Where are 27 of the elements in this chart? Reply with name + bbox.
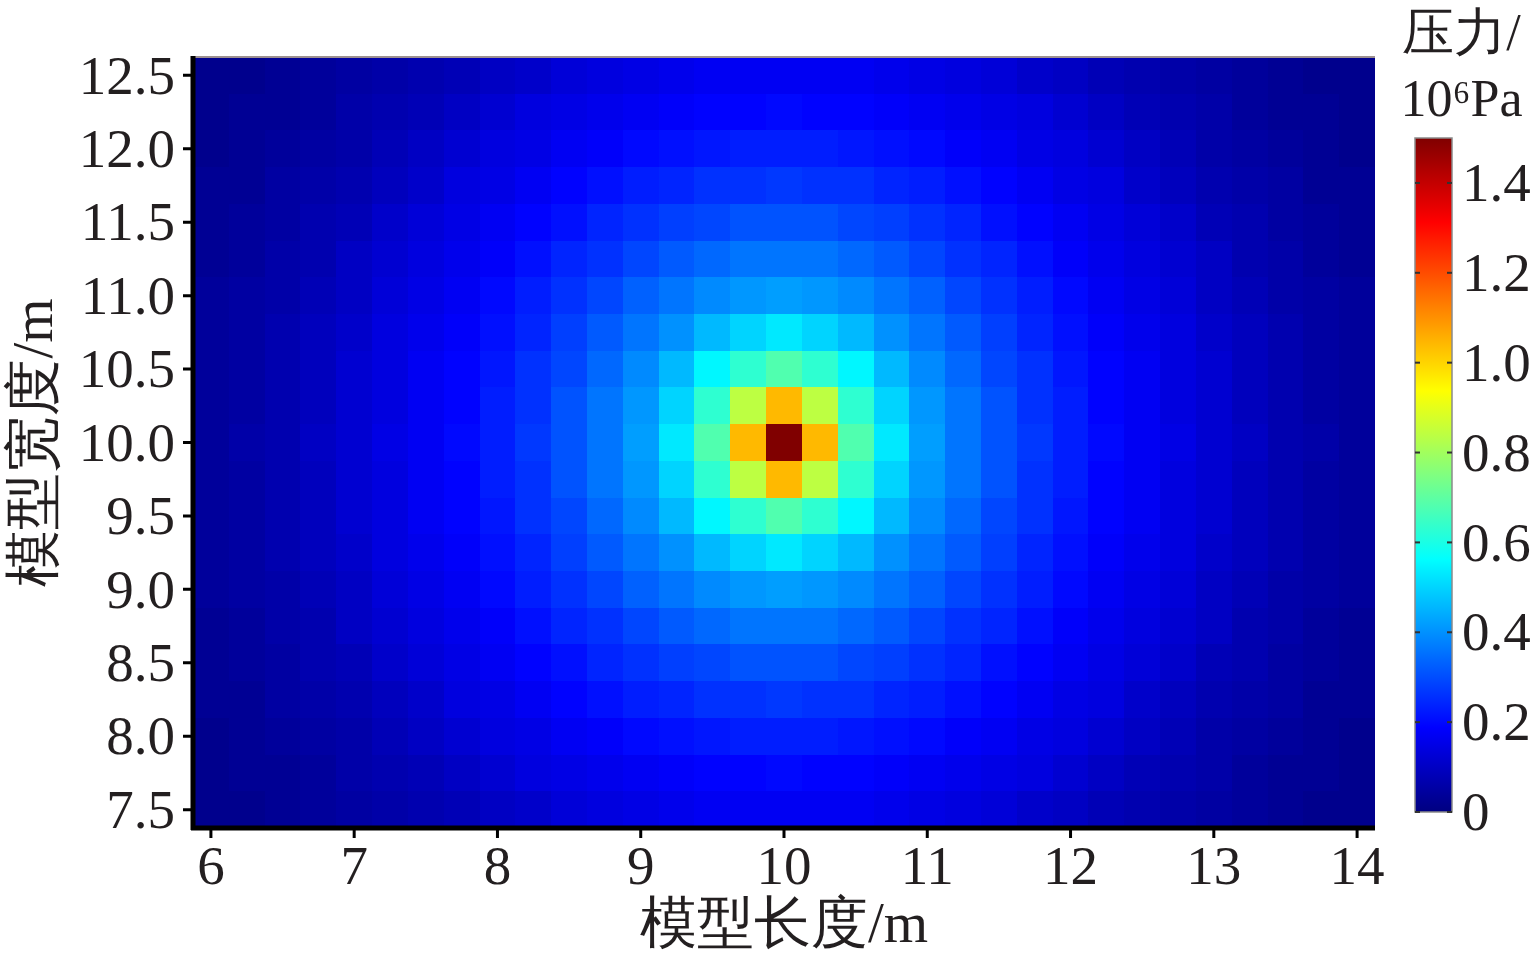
color-bar-label: 1.2	[1462, 241, 1531, 303]
color-bar-label: 0.2	[1462, 691, 1531, 753]
y-tick-label: 12.5	[78, 44, 175, 106]
y-tick-label: 9.5	[106, 485, 175, 547]
y-tick-label: 8.5	[106, 631, 175, 693]
x-tick-label: 7	[340, 835, 368, 896]
y-tick-label: 8.0	[106, 705, 175, 767]
y-tick-label: 11.0	[80, 264, 175, 326]
x-tick-label: 13	[1186, 835, 1242, 896]
color-bar-label: 1.4	[1462, 152, 1531, 214]
color-bar-label: 0.6	[1462, 511, 1531, 573]
x-tick-label: 8	[483, 835, 512, 896]
x-tick-label: 6	[197, 835, 225, 896]
y-tick-label: 10.0	[78, 411, 175, 473]
x-tick-label: 12	[1043, 835, 1099, 896]
y-tick-label: 11.5	[80, 191, 175, 253]
color-bar-label: 0.8	[1462, 421, 1531, 483]
color-bar-label: 0	[1462, 781, 1490, 843]
y-tick-label: 10.5	[78, 338, 175, 400]
color-bar-title: 压力/10⁶Pa	[1400, 4, 1523, 127]
y-axis-title: 模型宽度/m	[1, 298, 64, 587]
color-bar-label: 0.4	[1462, 601, 1531, 663]
y-tick-label: 7.5	[106, 778, 175, 840]
x-tick-label: 14	[1329, 835, 1385, 896]
y-tick-label: 9.0	[106, 558, 175, 620]
y-tick-label: 12.0	[78, 117, 175, 179]
color-bar-label: 1.0	[1462, 331, 1531, 393]
